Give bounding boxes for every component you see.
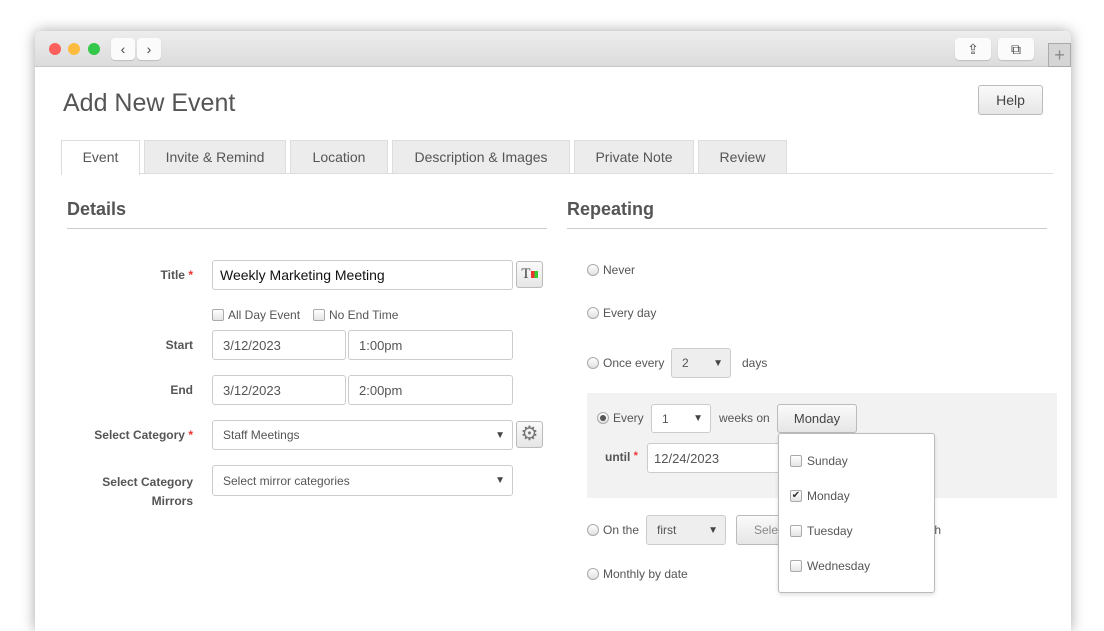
once-every-label: Once every [603,356,665,370]
option-label: Sunday [807,454,848,468]
title-label: Title [160,268,185,282]
month-suffix-label: th [931,523,942,537]
new-tab-icon[interactable]: + [1048,43,1071,67]
chevron-down-icon: ▼ [693,413,703,424]
end-date-input[interactable]: 3/12/2023 [212,375,346,405]
every-weeks-radio[interactable] [597,412,609,424]
repeating-divider [567,228,1047,229]
weekday-option-sunday[interactable]: Sunday [790,454,848,468]
help-button[interactable]: Help [978,85,1043,115]
once-every-value: 2 [682,356,689,370]
mirrors-label-line2: Mirrors [151,494,193,508]
checkbox[interactable] [790,455,802,467]
tab-event[interactable]: Event [61,140,140,175]
start-date-input[interactable]: 3/12/2023 [212,330,346,360]
details-heading: Details [67,199,127,219]
until-label: until [605,450,631,464]
end-label: End [170,383,193,397]
weeks-on-label: weeks on [719,411,770,425]
start-time-input[interactable]: 1:00pm [348,330,513,360]
back-icon[interactable]: ‹ [111,38,135,60]
browser-titlebar [35,31,1071,67]
never-radio[interactable] [587,264,599,276]
mirrors-placeholder: Select mirror categories [223,473,350,488]
tab-location[interactable]: Location [290,140,388,174]
title-input[interactable]: Weekly Marketing Meeting [212,260,513,290]
details-divider [67,228,547,229]
tabs-divider [140,173,1053,174]
once-every-select[interactable]: 2 ▼ [671,348,731,378]
every-day-radio[interactable] [587,307,599,319]
every-day-label: Every day [603,306,657,320]
end-time-input[interactable]: 2:00pm [348,375,513,405]
days-label: days [742,356,768,370]
tab-review[interactable]: Review [698,140,787,174]
option-label: Tuesday [807,524,853,538]
minimize-window-icon[interactable] [68,43,80,55]
chevron-down-icon: ▼ [495,429,505,441]
until-date-input[interactable]: 12/24/2023 [647,443,787,473]
mirror-categories-select[interactable]: Select mirror categories ▼ [212,465,513,496]
checkbox[interactable] [790,525,802,537]
never-label: Never [603,263,636,277]
on-the-select[interactable]: first ▼ [646,515,726,545]
tab-invite-remind[interactable]: Invite & Remind [144,140,286,174]
close-window-icon[interactable] [49,43,61,55]
chevron-down-icon: ▼ [495,475,505,486]
category-label: Select Category [94,428,185,442]
tab-description-images[interactable]: Description & Images [392,140,570,174]
checkbox-checked[interactable]: ✔ [790,490,802,502]
on-the-label: On the [603,523,640,537]
monthly-by-date-radio[interactable] [587,568,599,580]
text-color-icon[interactable]: T [516,261,543,288]
option-label: Monday [807,489,850,503]
maximize-window-icon[interactable] [88,43,100,55]
every-weeks-value: 1 [662,411,669,426]
monthly-by-date-label: Monthly by date [603,567,688,581]
no-end-time-label: No End Time [329,308,399,322]
category-select[interactable]: Staff Meetings ▼ [212,420,513,450]
tab-private-note[interactable]: Private Note [574,140,694,174]
category-value: Staff Meetings [223,428,300,442]
chevron-down-icon: ▼ [713,357,723,369]
no-end-time-checkbox[interactable] [313,309,325,321]
repeating-heading: Repeating [567,199,655,219]
all-day-label: All Day Event [228,308,301,322]
every-label: Every [613,411,644,425]
weekday-option-monday[interactable]: ✔ Monday [790,489,850,503]
gear-icon[interactable]: ⚙ [516,421,543,448]
required-mark: * [188,428,193,442]
option-label: Wednesday [807,559,871,573]
on-the-value: first [657,523,677,537]
weekday-dropdown-menu: Sunday ✔ Monday Tuesday Wednesday [778,433,935,593]
on-the-radio[interactable] [587,524,599,536]
once-every-radio[interactable] [587,357,599,369]
weekday-option-tuesday[interactable]: Tuesday [790,524,853,538]
page-title: Add New Event [63,89,236,117]
required-mark: * [188,268,193,282]
share-icon[interactable]: ⇪ [955,38,991,60]
weekday-option-wednesday[interactable]: Wednesday [790,559,870,573]
forward-icon[interactable]: › [137,38,161,60]
mirrors-label-line1: Select Category [102,475,193,489]
chevron-down-icon: ▼ [708,524,718,536]
required-mark: * [633,450,638,462]
weekday-dropdown-button[interactable]: Monday [777,404,857,433]
start-label: Start [165,338,193,352]
every-weeks-select[interactable]: 1 ▼ [651,404,711,433]
all-day-checkbox[interactable] [212,309,224,321]
tabs-icon[interactable]: ⧉ [998,38,1034,60]
checkbox[interactable] [790,560,802,572]
